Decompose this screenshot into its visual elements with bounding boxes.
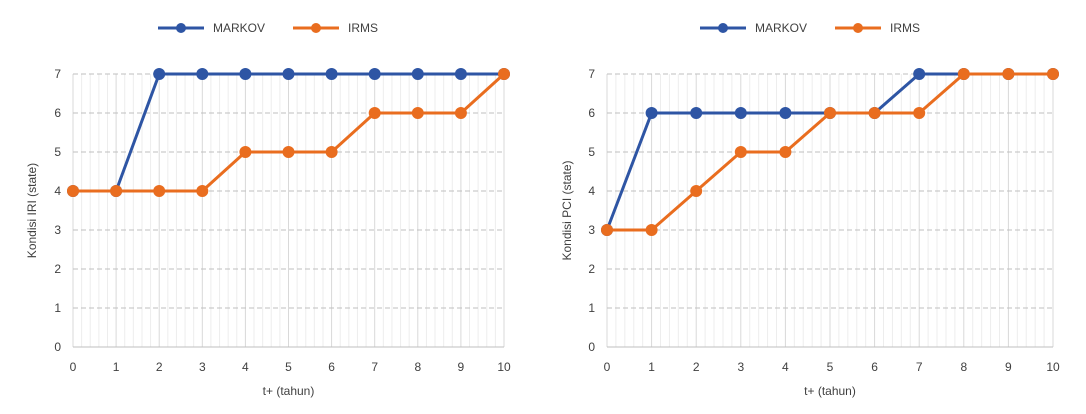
y-tick-label: 7 [588, 67, 595, 81]
data-point [411, 107, 424, 119]
y-tick-label: 6 [588, 106, 595, 120]
data-point [690, 107, 703, 119]
x-tick-label: 8 [414, 360, 421, 374]
data-point [239, 68, 252, 80]
legend-label: IRMS [890, 21, 920, 35]
x-tick-label: 7 [916, 360, 923, 374]
chart-pci: 0 1 2 3 4 5 6 7 0 1 2 3 4 5 6 7 8 9 10 t+ (tahun) Kondisi PC… [560, 21, 1060, 398]
data-point [779, 146, 792, 158]
x-tick-label: 6 [328, 360, 335, 374]
x-tick-label: 10 [497, 360, 511, 374]
y-tick-label: 0 [54, 340, 61, 354]
data-point [913, 107, 926, 119]
gridlines [606, 73, 1054, 348]
data-point [153, 68, 166, 80]
x-axis-title: t+ (tahun) [263, 384, 315, 398]
chart-iri: 0 1 2 3 4 5 6 7 0 1 2 3 4 5 6 7 8 9 10 t+ (tahun) Kondisi IR… [25, 21, 511, 398]
data-point [1002, 68, 1015, 80]
data-point [779, 107, 792, 119]
data-point [645, 107, 658, 119]
x-tick-label: 3 [199, 360, 206, 374]
legend-label: MARKOV [755, 21, 807, 35]
data-point [368, 68, 381, 80]
x-tick-label: 7 [371, 360, 378, 374]
y-tick-label: 2 [588, 262, 595, 276]
x-tick-label: 2 [156, 360, 163, 374]
data-point [196, 185, 209, 197]
legend-marker [718, 23, 728, 33]
x-tick-label: 4 [782, 360, 789, 374]
x-tick-label: 6 [871, 360, 878, 374]
data-point [282, 68, 295, 80]
y-tick-label: 2 [54, 262, 61, 276]
data-point [282, 146, 295, 158]
x-axis-title: t+ (tahun) [804, 384, 856, 398]
y-tick-label: 0 [588, 340, 595, 354]
series-irms [601, 68, 1059, 236]
data-point [368, 107, 381, 119]
data-point [67, 185, 79, 197]
data-point [110, 185, 123, 197]
x-tick-label: 8 [960, 360, 967, 374]
legend-marker [311, 23, 321, 33]
x-tick-label: 10 [1046, 360, 1060, 374]
data-point [325, 68, 338, 80]
x-tick-label: 5 [827, 360, 834, 374]
data-point [196, 68, 209, 80]
data-point [734, 146, 747, 158]
y-tick-label: 7 [54, 67, 61, 81]
data-point [601, 224, 613, 236]
data-point [957, 68, 970, 80]
y-tick-label: 3 [54, 223, 61, 237]
data-point [454, 107, 467, 119]
y-tick-label: 1 [54, 301, 61, 315]
data-point [454, 68, 467, 80]
y-tick-label: 4 [54, 184, 61, 198]
data-point [734, 107, 747, 119]
y-tick-label: 3 [588, 223, 595, 237]
x-tick-label: 0 [70, 360, 77, 374]
data-point [868, 107, 881, 119]
data-point [411, 68, 424, 80]
legend: MARKOV IRMS [158, 21, 378, 35]
x-tick-label: 2 [693, 360, 700, 374]
x-tick-label: 3 [737, 360, 744, 374]
series-irms [67, 68, 510, 197]
data-point [690, 185, 703, 197]
data-point [498, 68, 510, 80]
legend-marker [853, 23, 863, 33]
y-tick-label: 4 [588, 184, 595, 198]
legend: MARKOV IRMS [700, 21, 920, 35]
y-axis-title: Kondisi PCI (state) [560, 160, 574, 260]
y-tick-label: 5 [588, 145, 595, 159]
data-point [325, 146, 338, 158]
legend-marker [176, 23, 186, 33]
y-tick-label: 5 [54, 145, 61, 159]
data-point [239, 146, 252, 158]
x-tick-label: 9 [1005, 360, 1012, 374]
x-tick-label: 1 [648, 360, 655, 374]
gridlines [72, 73, 505, 348]
x-tick-label: 4 [242, 360, 249, 374]
y-axis-title: Kondisi IRI (state) [25, 163, 39, 258]
x-tick-label: 9 [458, 360, 465, 374]
y-tick-label: 6 [54, 106, 61, 120]
data-point [645, 224, 658, 236]
data-point [824, 107, 836, 119]
x-tick-label: 1 [113, 360, 120, 374]
legend-label: IRMS [348, 21, 378, 35]
data-point [1047, 68, 1059, 80]
legend-label: MARKOV [213, 21, 265, 35]
x-tick-label: 0 [604, 360, 611, 374]
y-tick-label: 1 [588, 301, 595, 315]
data-point [153, 185, 166, 197]
x-tick-label: 5 [285, 360, 292, 374]
data-point [913, 68, 926, 80]
